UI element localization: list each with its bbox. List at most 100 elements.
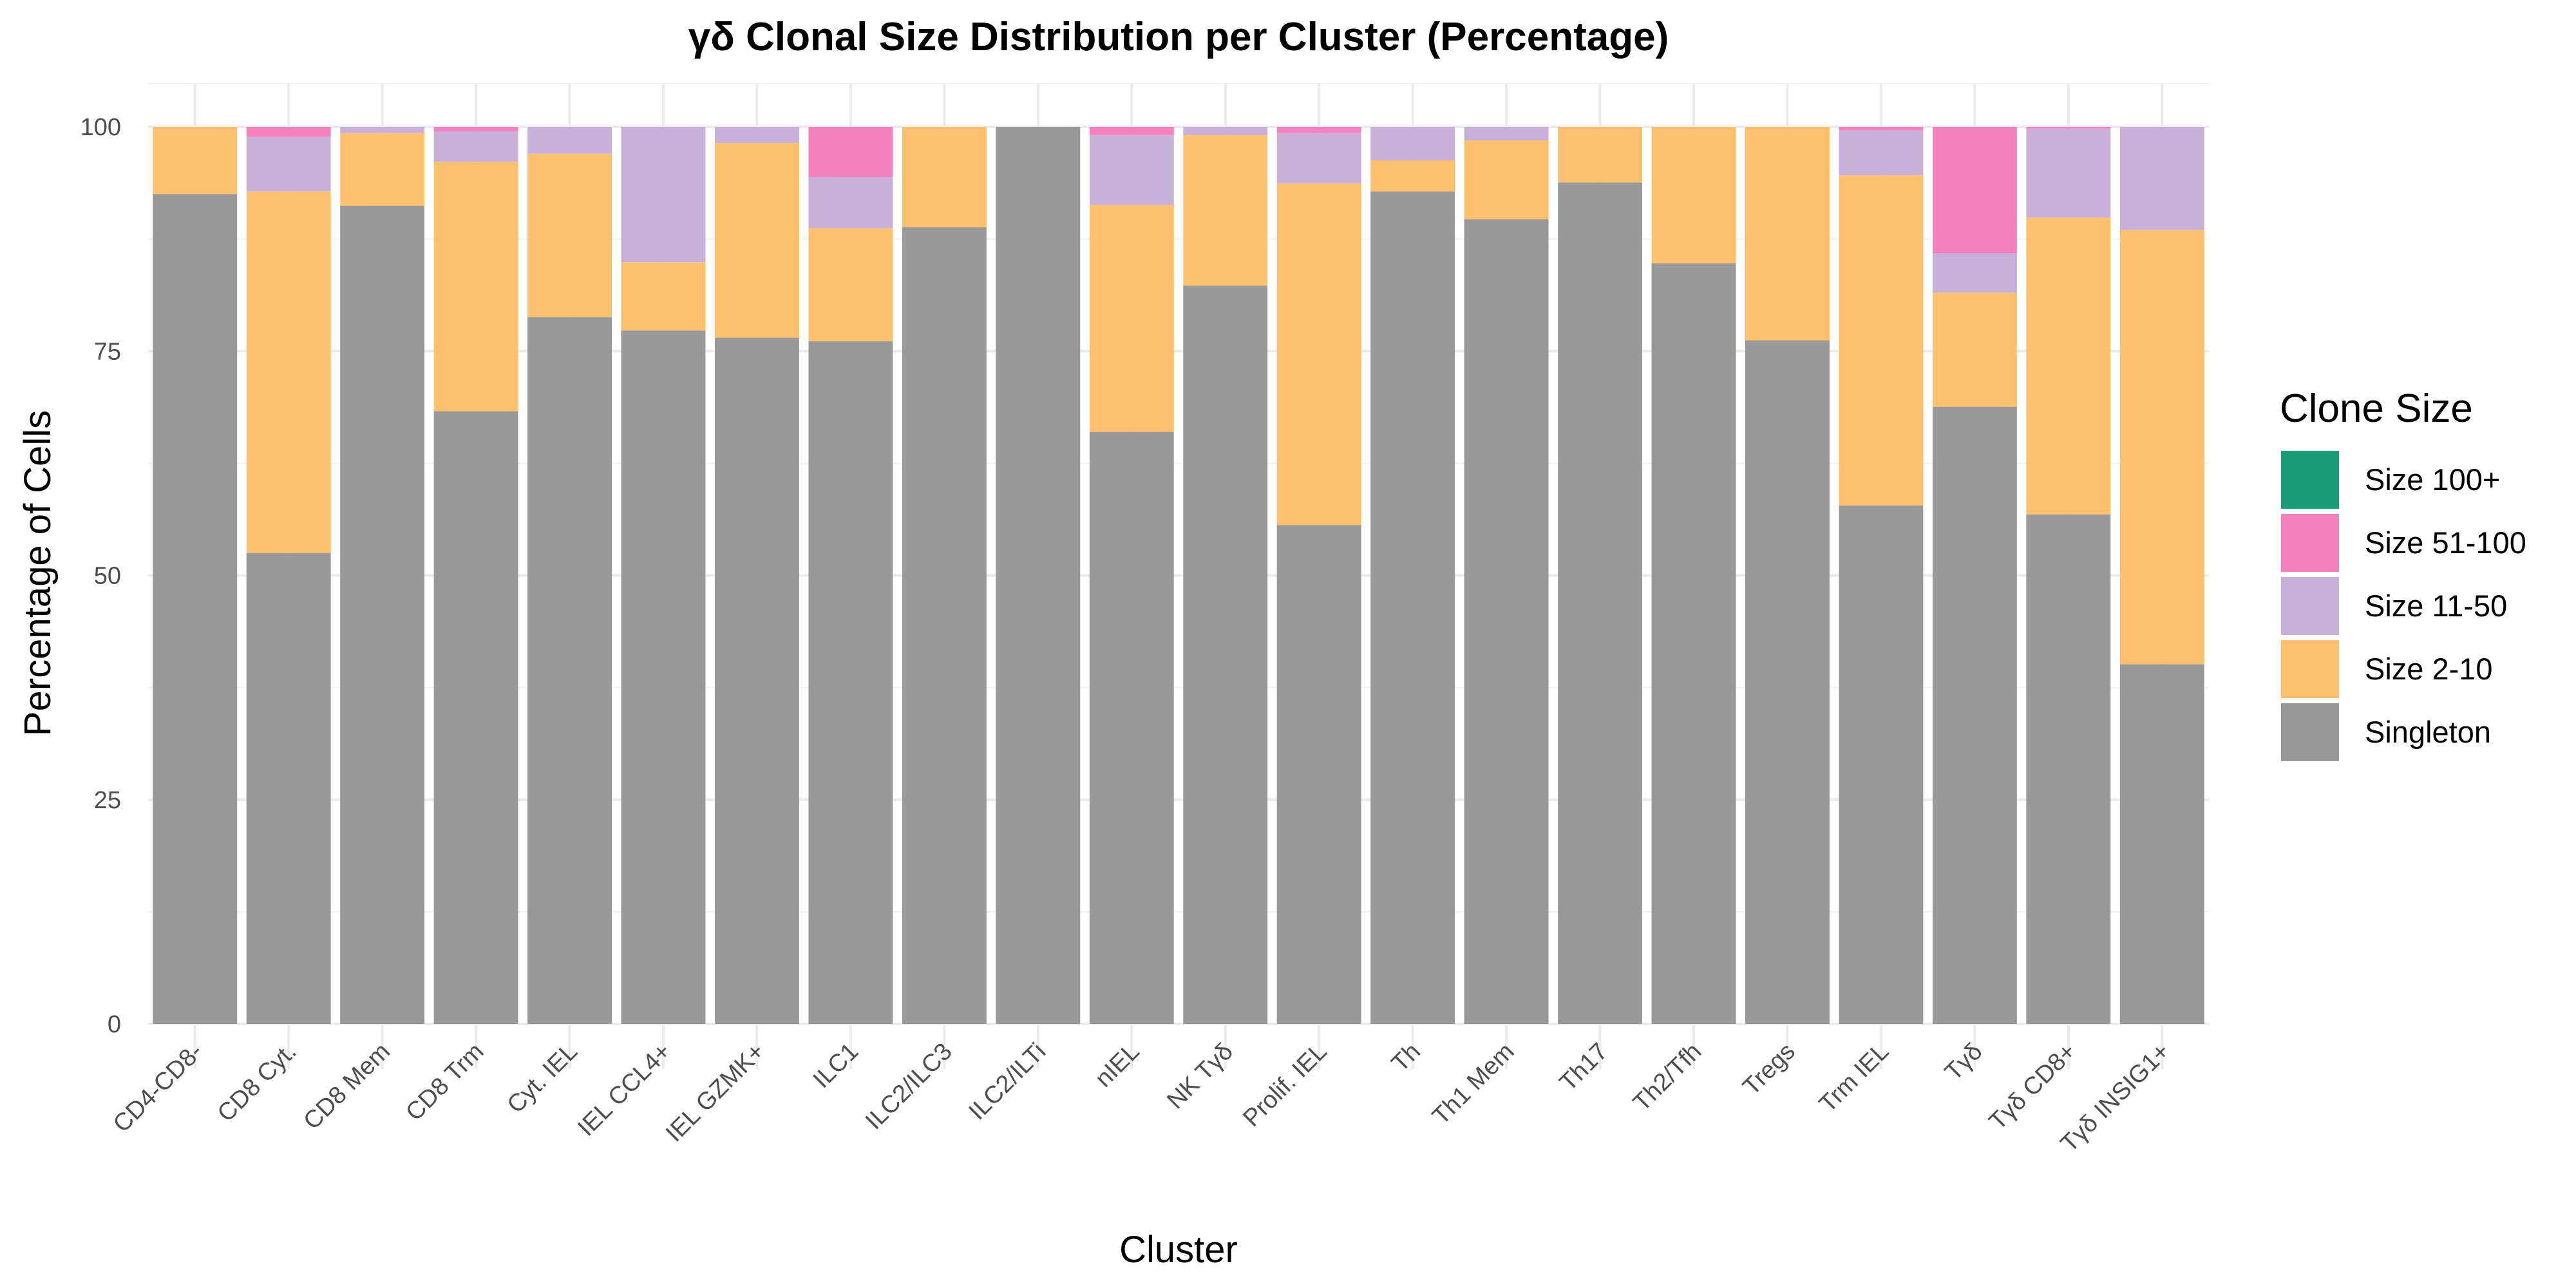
bar-segment-size-2-10: IEL GZMK+ — Size 2-10: 21.7 — [715, 143, 799, 338]
bar-segment-size-11-50: IEL GZMK+ — Size 11-50: 1.8 — [715, 127, 799, 144]
x-tick-label: Tγδ — [1940, 1038, 1988, 1086]
bar-segment-size-2-10: Prolif. IEL — Size 2-10: 38.1 — [1276, 183, 1361, 526]
bar-segment-size-2-10: Tγδ INSIG1+ — Size 2-10: 48.4 — [2119, 230, 2204, 665]
bar-segment-size-2-10: ILC2/ILC3 — Size 2-10: 11.2 — [902, 127, 987, 228]
bar-segment-singleton: Trm IEL — Singleton: 57.8 — [1839, 505, 1924, 1024]
legend-label: Size 11-50 — [2365, 589, 2507, 623]
bar-segment-singleton: CD8 Cyt. — Singleton: 52.5 — [246, 553, 331, 1024]
bar-segment-size-11-50: Tγδ — Size 11-50: 4.4 — [1932, 253, 2017, 293]
x-tick-label: Th17 — [1555, 1038, 1613, 1097]
bar-segment-size-2-10: Tregs — Size 2-10: 23.8 — [1745, 127, 1830, 341]
bar-segment-size-11-50: Trm IEL — Size 11-50: 5 — [1839, 130, 1924, 176]
bar-segment-singleton: Tregs — Singleton: 76.2 — [1745, 340, 1830, 1024]
x-tick-label: ILC1 — [808, 1038, 864, 1094]
x-tick-label: ILC2/ILTi — [963, 1038, 1051, 1126]
bar-segment-singleton: CD8 Mem — Singleton: 91.2 — [340, 205, 425, 1025]
legend-key-size-100- — [2281, 451, 2339, 509]
bar-segment-size-51-100: CD8 Cyt. — Size 51-100: 1.1 — [246, 127, 331, 137]
bar-segment-singleton: Th2/Tfh — Singleton: 84.8 — [1651, 263, 1736, 1024]
y-axis: 0 25 50 75 100 — [80, 114, 121, 1038]
bar-segment-size-2-10: CD8 Cyt. — Size 2-10: 40.3 — [246, 191, 331, 553]
bar-segment-size-2-10: IEL CCL4+ — Size 2-10: 7.6 — [621, 262, 706, 331]
x-tick-label: Tγδ CD8+ — [1984, 1038, 2081, 1135]
bar-segment-singleton: CD8 Trm — Singleton: 68.3 — [433, 411, 518, 1024]
bar-segment-size-11-50: CD8 Trm — Size 11-50: 3.4 — [433, 131, 518, 162]
bar-segment-size-11-50: IEL CCL4+ — Size 11-50: 15.1 — [621, 127, 706, 263]
legend-label: Singleton — [2365, 715, 2491, 749]
y-tick-label: 25 — [94, 787, 121, 814]
bar-segment-size-51-100: nIEL — Size 51-100: 0.9 — [1089, 127, 1174, 135]
bar-segment-size-11-50: Tγδ INSIG1+ — Size 11-50: 11.5 — [2119, 127, 2204, 231]
legend-label: Size 2-10 — [2365, 652, 2493, 686]
bar-segment-singleton: ILC2/ILC3 — Singleton: 88.8 — [902, 227, 987, 1024]
bar-segment-size-51-100: Tγδ CD8+ — Size 51-100: 0.2 — [2026, 127, 2111, 129]
x-tick-label: nIEL — [1090, 1038, 1145, 1093]
bar-segment-singleton: IEL GZMK+ — Singleton: 76.5 — [715, 337, 799, 1024]
bar-segment-size-51-100: CD8 Trm — Size 51-100: 0.5 — [433, 127, 518, 131]
x-tick-label: Th — [1387, 1038, 1426, 1077]
x-tick-label: NK Tγδ — [1162, 1038, 1238, 1115]
bar-segment-singleton: IEL CCL4+ — Singleton: 77.3 — [621, 330, 706, 1025]
bar-segment-singleton: Tγδ CD8+ — Singleton: 56.8 — [2026, 514, 2111, 1024]
bar-segment-size-51-100: Trm IEL — Size 51-100: 0.4 — [1839, 127, 1924, 131]
x-tick-label: IEL GZMK+ — [661, 1038, 770, 1148]
bar-segment-size-11-50: CD8 Cyt. — Size 11-50: 6.1 — [246, 137, 331, 192]
bar-segment-size-11-50: NK Tγδ — Size 11-50: 0.9 — [1183, 127, 1268, 135]
legend: Clone Size Size 100+ Size 51-100 Size 11-5… — [2280, 386, 2526, 761]
bar-segment-size-51-100: ILC1 — Size 51-100: 5.6 — [808, 127, 893, 178]
bar-segment-singleton: Th1 Mem — Singleton: 89.7 — [1464, 219, 1549, 1025]
bar-segment-singleton: ILC1 — Singleton: 76.1 — [808, 341, 893, 1025]
x-tick-label: Tregs — [1738, 1038, 1800, 1101]
y-tick-label: 100 — [80, 114, 121, 141]
bar-segment-size-51-100: Prolif. IEL — Size 51-100: 0.7 — [1276, 127, 1361, 133]
bar-segment-size-2-10: NK Tγδ — Size 2-10: 16.8 — [1183, 135, 1268, 286]
bar-segment-size-2-10: Tγδ CD8+ — Size 2-10: 33.1 — [2026, 217, 2111, 515]
chart-title: γδ Clonal Size Distribution per Cluster … — [688, 15, 1669, 59]
y-tick-label: 0 — [108, 1011, 121, 1038]
bar-segment-size-11-50: nIEL — Size 11-50: 7.8 — [1089, 135, 1174, 205]
x-tick-label: Trm IEL — [1814, 1038, 1894, 1118]
bar-segment-singleton: nIEL — Singleton: 66 — [1089, 431, 1174, 1024]
bar-segment-size-2-10: nIEL — Size 2-10: 25.3 — [1089, 205, 1174, 432]
x-tick-label: Prolif. IEL — [1238, 1038, 1332, 1132]
legend-label: Size 100+ — [2365, 462, 2500, 497]
bar-segment-singleton: Th — Singleton: 92.8 — [1370, 191, 1455, 1024]
bar-segment-singleton: ILC2/ILTi — Singleton: 100 — [996, 127, 1081, 1024]
bar-segment-size-2-10: CD8 Mem — Size 2-10: 8.1 — [340, 133, 425, 206]
x-tick-label: CD8 Trm — [401, 1038, 489, 1126]
bar-segment-size-2-10: Th2/Tfh — Size 2-10: 15.2 — [1651, 127, 1736, 263]
y-tick-label: 75 — [94, 338, 121, 365]
x-tick-label: Cyt. IEL — [502, 1038, 583, 1119]
bar-segment-size-51-100: Tγδ — Size 51-100: 14.1 — [1932, 127, 2017, 254]
bar-segment-size-11-50: Th — Size 11-50: 3.7 — [1370, 127, 1455, 160]
x-axis-title: Cluster — [1119, 1229, 1238, 1271]
y-axis-title: Percentage of Cells — [17, 410, 59, 736]
bar-segment-size-11-50: Cyt. IEL — Size 11-50: 3 — [527, 127, 612, 154]
bar-segment-singleton: Prolif. IEL — Singleton: 55.6 — [1276, 525, 1361, 1024]
bar-segment-singleton: Th17 — Singleton: 93.8 — [1558, 182, 1642, 1024]
legend-label: Size 51-100 — [2365, 526, 2526, 560]
bar-segment-singleton: NK Tγδ — Singleton: 82.3 — [1183, 285, 1268, 1024]
legend-key-size-11-50 — [2281, 577, 2339, 635]
bar-segment-size-2-10: Th17 — Size 2-10: 6.2 — [1558, 127, 1642, 183]
bar-segment-size-11-50: CD8 Mem — Size 11-50: 0.7 — [340, 127, 425, 133]
bar-segment-size-11-50: Tγδ CD8+ — Size 11-50: 9.9 — [2026, 128, 2111, 218]
legend-key-size-51-100 — [2281, 514, 2339, 572]
x-tick-label: Th1 Mem — [1427, 1038, 1519, 1130]
legend-title: Clone Size — [2280, 386, 2473, 431]
bar-segment-singleton: CD4-CD8- — Singleton: 92.5 — [153, 194, 238, 1025]
bar-segment-singleton: Tγδ INSIG1+ — Singleton: 40.1 — [2119, 664, 2204, 1024]
bar-segment-singleton: Tγδ — Singleton: 68.8 — [1932, 406, 2017, 1024]
bar-segment-size-2-10: Th1 Mem — Size 2-10: 8.8 — [1464, 140, 1549, 220]
bar-segment-size-11-50: Th1 Mem — Size 11-50: 1.5 — [1464, 127, 1549, 140]
bars-layer: CD4-CD8- — Singleton: 92.5CD4-CD8- — Siz… — [153, 127, 2204, 1025]
x-axis: CD4-CD8- CD8 Cyt.CD8 Mem CD8 Trm Cyt. IELIE… — [108, 1038, 2175, 1158]
legend-key-size-2-10 — [2281, 640, 2339, 698]
bar-segment-size-2-10: Cyt. IEL — Size 2-10: 18.2 — [527, 153, 612, 317]
bar-segment-size-2-10: Tγδ — Size 2-10: 12.7 — [1932, 292, 2017, 407]
bar-segment-size-2-10: ILC1 — Size 2-10: 12.6 — [808, 228, 893, 341]
legend-key-singleton — [2281, 703, 2339, 761]
x-tick-label: CD8 Mem — [298, 1038, 395, 1135]
